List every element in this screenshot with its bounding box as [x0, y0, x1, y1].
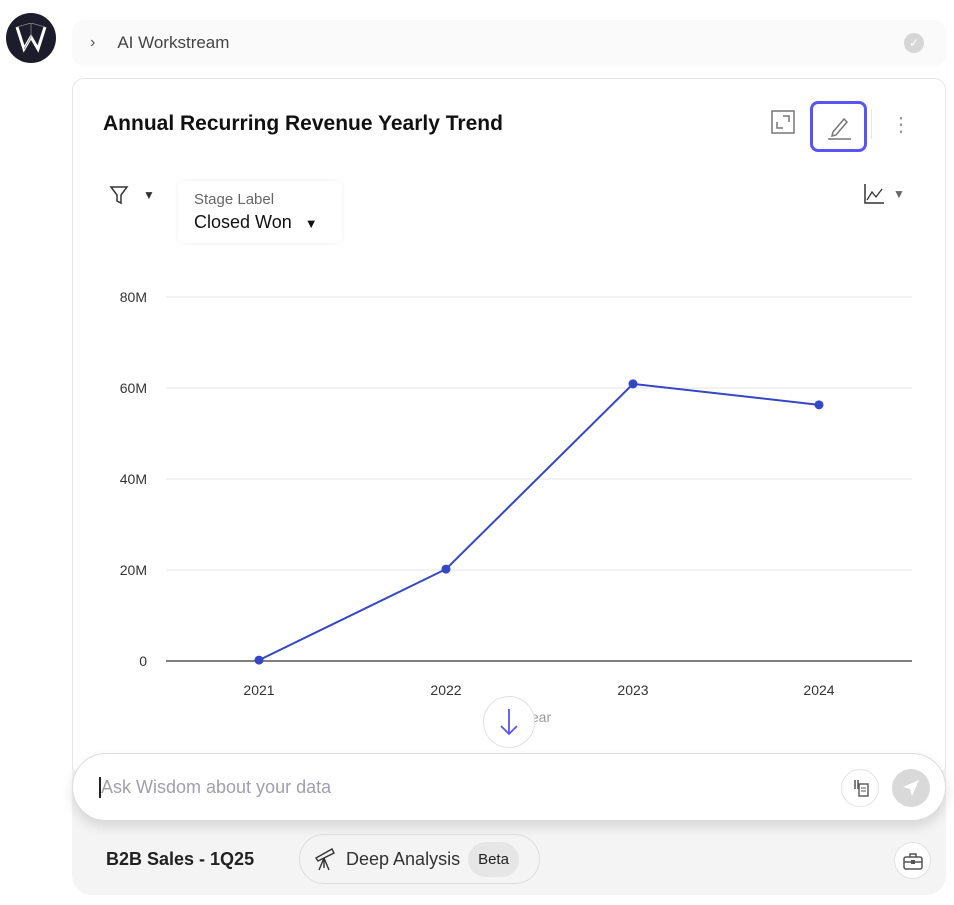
y-tick-label: 60M [120, 380, 147, 396]
caret-down-icon: ▼ [893, 187, 905, 201]
divider [871, 109, 872, 139]
x-tick-label: 2023 [617, 682, 648, 698]
chevron-right-icon[interactable]: › [90, 34, 96, 51]
chat-input[interactable]: Ask Wisdom about your data [72, 753, 946, 821]
series-line [258, 382, 820, 661]
expand-button[interactable] [770, 109, 796, 135]
filter-button[interactable]: ▼ [109, 185, 155, 205]
chat-input-placeholder: Ask Wisdom about your data [99, 777, 332, 798]
workstream-label: AI Workstream [117, 33, 230, 52]
more-vertical-icon: ⋮ [891, 113, 911, 136]
x-tick-label: 2021 [243, 682, 274, 698]
expand-icon [771, 110, 795, 134]
chart-title: Annual Recurring Revenue Yearly Trend [103, 112, 503, 135]
send-icon [903, 780, 919, 796]
caret-down-icon: ▼ [143, 188, 155, 202]
check-icon: ✓ [904, 33, 924, 53]
pencil-icon [827, 117, 851, 140]
attach-button[interactable] [841, 769, 879, 807]
beta-badge: Beta [468, 841, 519, 877]
x-tick-label: 2024 [803, 682, 834, 698]
edit-button[interactable] [810, 101, 867, 152]
telescope-icon [314, 848, 335, 871]
arrow-down-icon [500, 709, 518, 736]
toolkit-button[interactable] [894, 842, 931, 879]
data-point [814, 400, 824, 410]
data-point [441, 564, 451, 574]
data-point [628, 379, 638, 389]
send-button[interactable] [892, 769, 930, 807]
y-tick-label: 20M [120, 562, 147, 578]
filter-icon [109, 186, 129, 205]
y-tick-label: 0 [139, 653, 147, 669]
line-chart-icon [864, 184, 884, 204]
dataset-label[interactable]: B2B Sales - 1Q25 [106, 849, 255, 869]
wisdom-logo [6, 13, 56, 63]
data-point [254, 655, 264, 665]
deep-analysis-toggle[interactable]: Deep Analysis Beta [299, 834, 540, 884]
attachment-icon [854, 780, 869, 797]
y-tick-label: 40M [120, 471, 147, 487]
x-tick-label: 2022 [430, 682, 461, 698]
caret-down-icon: ▼ [304, 216, 318, 231]
stage-label-dropdown[interactable]: Stage Label Closed Won ▼ [178, 181, 342, 243]
ai-workstream-bar[interactable]: › AI Workstream ✓ [72, 20, 946, 66]
chart-type-button[interactable]: ▼ [863, 183, 905, 205]
y-tick-label: 80M [120, 289, 147, 305]
stage-label-value: Closed Won [194, 212, 292, 232]
briefcase-icon [902, 852, 923, 870]
stage-label-title: Stage Label [194, 191, 275, 208]
scroll-down-button[interactable] [483, 696, 535, 748]
deep-analysis-label: Deep Analysis [346, 848, 461, 869]
more-options-button[interactable]: ⋮ [891, 109, 911, 139]
